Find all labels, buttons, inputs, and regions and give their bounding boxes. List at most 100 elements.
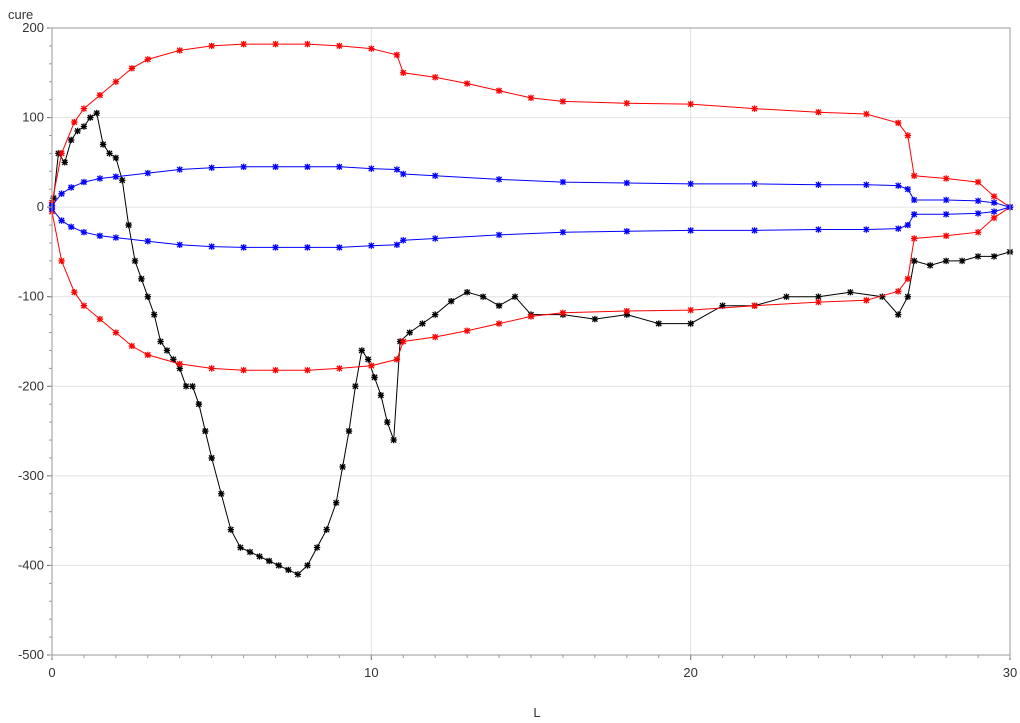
data-point [847,289,854,296]
data-point [352,383,359,390]
data-point [591,315,599,323]
data-point [400,338,407,345]
data-point [182,383,190,390]
data-point [112,78,120,85]
data-point [904,221,912,229]
data-point [358,347,365,354]
data-point [96,175,104,182]
series-1 [48,40,1014,211]
data-point [895,182,902,189]
data-point [176,241,183,248]
data-point [974,229,982,236]
data-point [304,40,311,48]
data-point [495,320,503,327]
data-point [559,229,567,236]
data-point [911,257,918,265]
data-point [285,566,292,574]
data-point [400,237,407,244]
data-point [495,231,503,239]
data-point [495,176,503,183]
y-tick-label: -400 [18,557,44,572]
y-tick-label: 0 [37,199,44,214]
data-point [144,56,151,63]
data-point [189,383,196,390]
series-2 [48,203,1014,374]
data-point [272,163,279,171]
data-point [904,186,912,193]
data-point [687,306,694,314]
axis-ticks: -500 -400 -300 -200 -100 0 100 200 0 10 20 30 [18,20,1017,680]
data-point [80,178,88,186]
data-point [208,454,215,462]
data-point [240,163,247,171]
data-point [368,242,375,249]
data-point [96,91,104,99]
data-point [176,365,183,372]
series-3 [48,163,1014,211]
data-point [58,217,65,224]
data-point [783,293,790,300]
data-point [96,232,104,240]
data-point [240,244,247,251]
data-point [256,553,263,560]
data-point [990,193,998,200]
data-point [751,302,758,309]
data-point [751,180,758,188]
data-point [304,562,311,569]
data-point [218,490,225,497]
data-point [74,127,81,135]
data-point [50,194,57,202]
data-point [163,347,171,354]
data-point [202,427,209,435]
data-point [393,51,401,59]
data-point [815,226,822,233]
data-point [227,526,235,533]
data-point [131,257,139,265]
data-point [208,243,215,250]
plot-series [48,40,1014,578]
data-point [80,105,88,112]
data-point [863,297,870,304]
data-point [144,169,151,177]
data-point [623,100,630,107]
data-point [958,257,966,265]
data-point [240,366,247,374]
data-point [80,302,88,309]
y-tick-label: 200 [22,20,44,35]
data-point [272,40,279,48]
data-point [313,544,321,551]
data-point [911,235,918,242]
data-point [58,257,65,265]
data-point [942,232,950,240]
data-point [974,178,982,186]
data-point [237,544,244,551]
data-point [904,132,912,139]
data-point [371,374,378,381]
data-point [527,94,535,102]
data-point [208,164,215,171]
data-point [80,123,88,130]
data-point [58,190,65,197]
data-point [294,571,302,578]
data-point [112,329,120,336]
data-point [393,241,401,248]
data-point [71,118,78,126]
data-point [447,297,455,305]
data-point [138,275,145,282]
data-point [333,499,340,506]
data-point [275,562,282,569]
plot-frame [51,27,1011,656]
series-line [51,206,1011,371]
data-point [176,47,183,54]
y-axis-title: cure [8,7,33,22]
data-point [926,262,934,269]
data-point [170,356,177,363]
data-point [751,105,758,112]
data-point [128,65,136,72]
data-point [61,159,68,166]
data-point [150,311,158,318]
data-point [406,329,413,336]
data-point [990,208,998,215]
data-point [815,298,822,306]
data-point [687,100,694,108]
